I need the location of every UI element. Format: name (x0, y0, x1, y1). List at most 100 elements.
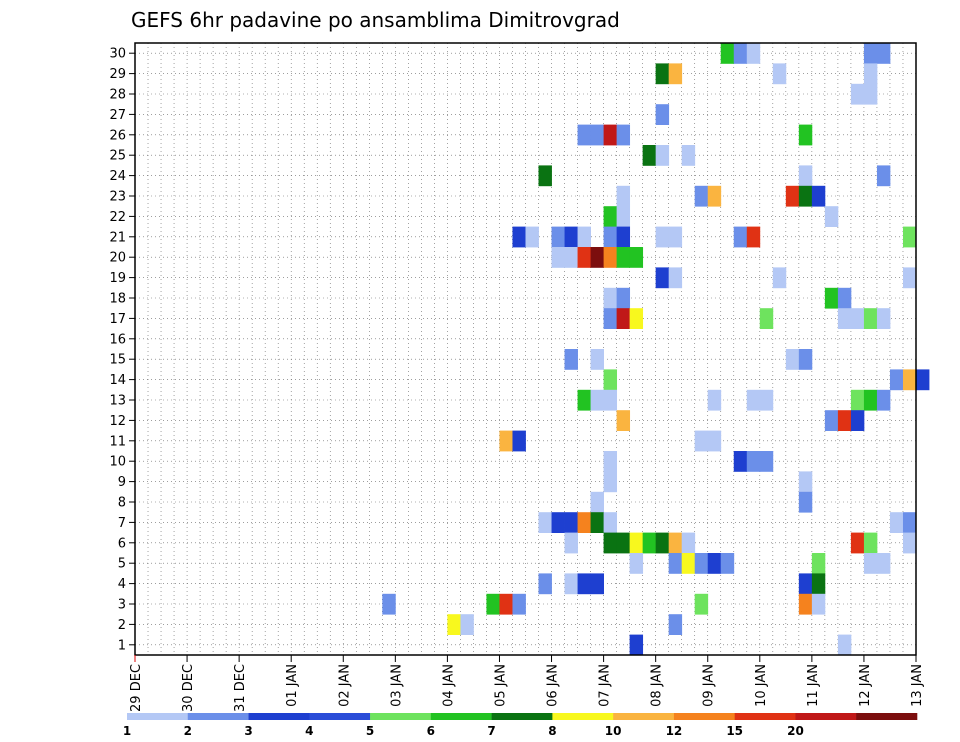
heatmap-cell (655, 145, 670, 166)
heatmap-cell (798, 349, 813, 370)
heatmap-cell (616, 532, 631, 554)
heatmap-cell (616, 410, 631, 431)
heatmap-cell (902, 369, 917, 391)
y-tick-label: 2 (118, 618, 126, 633)
heatmap-cell (850, 83, 865, 105)
heatmap-cell (655, 63, 670, 85)
y-tick-label: 24 (109, 169, 126, 184)
x-tick-label: 10 JAN (754, 664, 769, 707)
heatmap-cell (863, 63, 878, 85)
legend-swatch (248, 713, 310, 720)
heatmap-cell (499, 593, 513, 615)
heatmap-cell (668, 532, 683, 554)
heatmap-cell (551, 247, 565, 268)
heatmap-cell (603, 226, 618, 248)
x-tick-label: 06 JAN (546, 664, 561, 707)
y-tick-label: 11 (109, 434, 126, 449)
heatmap-cell (577, 226, 591, 248)
chart-title: GEFS 6hr padavine po ansamblima Dimitrov… (131, 8, 620, 32)
legend-swatch (673, 713, 735, 720)
heatmap-cell (863, 389, 878, 411)
heatmap-cell (746, 43, 761, 64)
heatmap-cell (564, 247, 578, 268)
heatmap-cell (824, 206, 839, 227)
heatmap-cell (577, 124, 591, 146)
heatmap-cell (681, 532, 696, 554)
heatmap-cell (512, 593, 526, 615)
heatmap-cell (720, 553, 735, 574)
x-tick-label: 05 JAN (493, 664, 508, 707)
y-tick-label: 27 (109, 108, 126, 123)
y-tick-label: 10 (109, 455, 126, 470)
x-tick-label: 31 DEC (233, 664, 248, 712)
x-tick-label: 30 DEC (181, 664, 196, 712)
y-tick-label: 14 (109, 373, 126, 388)
heatmap-cell (707, 389, 722, 411)
y-tick-label: 21 (109, 230, 126, 245)
x-tick-label: 29 DEC (129, 664, 144, 712)
heatmap-cell (694, 593, 709, 615)
y-tick-label: 3 (118, 598, 126, 613)
heatmap-cell (681, 553, 696, 574)
heatmap-cell (603, 308, 618, 329)
heatmap-cell (564, 532, 578, 554)
heatmap-cell (603, 369, 618, 391)
x-tick-label: 13 JAN (910, 664, 925, 707)
heatmap-cell (616, 226, 631, 248)
heatmap-cell (616, 185, 631, 207)
heatmap-cell (785, 185, 800, 207)
heatmap-cell (616, 308, 631, 329)
heatmap-cell (655, 532, 670, 554)
heatmap-cell (876, 389, 891, 411)
cells-layer (382, 43, 930, 656)
heatmap-cell (759, 451, 774, 472)
heatmap-cell (733, 451, 748, 472)
heatmap-cell (564, 573, 578, 595)
heatmap-cell (603, 287, 618, 309)
heatmap-cell (837, 634, 852, 656)
heatmap-cell (486, 593, 500, 615)
y-tick-label: 28 (109, 88, 126, 103)
heatmap-cell (811, 553, 826, 574)
heatmap-cell (382, 593, 396, 615)
heatmap-cell (863, 532, 878, 554)
heatmap-cell (564, 512, 578, 533)
y-tick-label: 20 (109, 251, 126, 266)
heatmap-cell (772, 63, 787, 85)
heatmap-cell (863, 43, 878, 64)
heatmap-cell (876, 308, 891, 329)
heatmap-cell (616, 287, 631, 309)
heatmap-cell (603, 124, 618, 146)
heatmap-cell (642, 145, 657, 166)
legend-label: 3 (244, 724, 252, 738)
heatmap-cell (668, 553, 683, 574)
heatmap-cell (889, 369, 904, 391)
legend-label: 12 (666, 724, 683, 738)
y-tick-label: 16 (109, 332, 126, 347)
heatmap-cell (564, 349, 578, 370)
x-tick-label: 11 JAN (806, 664, 821, 707)
heatmap-cell (850, 532, 865, 554)
heatmap-cell (538, 165, 552, 187)
heatmap-cell (512, 226, 526, 248)
heatmap-cell (629, 308, 644, 329)
legend-swatch (856, 713, 918, 720)
heatmap-cell (694, 553, 709, 574)
heatmap-cell (772, 267, 787, 289)
heatmap-cell (655, 267, 670, 289)
y-tick-label: 12 (109, 414, 126, 429)
y-tick-label: 6 (118, 536, 126, 551)
heatmap-cell (603, 247, 618, 268)
heatmap-cell (902, 226, 917, 248)
heatmap-cell (603, 471, 618, 493)
plot-frame (134, 42, 917, 656)
y-tick-label: 9 (118, 475, 126, 490)
y-tick-label: 25 (109, 149, 126, 164)
heatmap-cell (707, 185, 722, 207)
heatmap-cell (811, 185, 826, 207)
legend-swatch (127, 713, 189, 720)
heatmap-cell (759, 389, 774, 411)
y-tick-label: 5 (118, 557, 126, 572)
heatmap-cell (850, 410, 865, 431)
heatmap-cell (889, 512, 904, 533)
